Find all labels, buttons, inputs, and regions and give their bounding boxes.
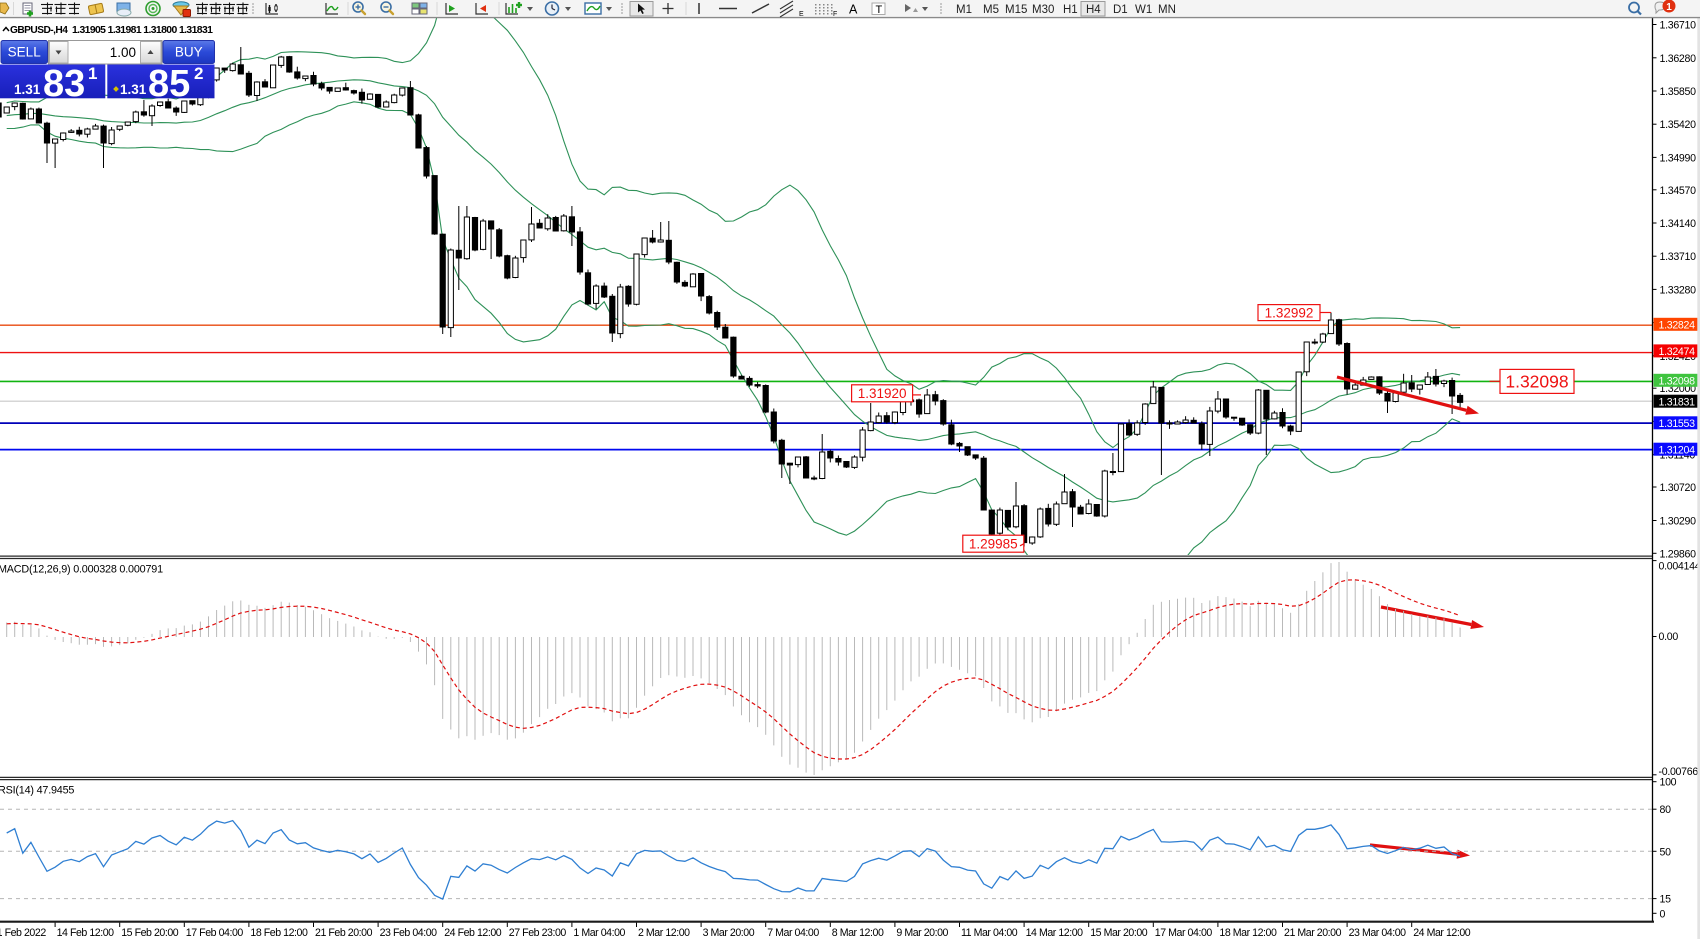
svg-text:50: 50: [1660, 846, 1672, 858]
svg-text:1.30720: 1.30720: [1660, 482, 1697, 494]
svg-text:14 Mar 12:00: 14 Mar 12:00: [1026, 927, 1084, 939]
svg-text:0.004144: 0.004144: [1659, 561, 1700, 573]
svg-text:1.31204: 1.31204: [1659, 444, 1696, 456]
svg-text:1.34570: 1.34570: [1660, 185, 1697, 197]
svg-text:F: F: [833, 11, 837, 18]
svg-text:85: 85: [148, 63, 190, 105]
svg-text:W1: W1: [1135, 4, 1152, 16]
svg-text:1.31920: 1.31920: [858, 386, 907, 401]
svg-text:9 Mar 20:00: 9 Mar 20:00: [896, 927, 948, 939]
svg-text:SELL: SELL: [8, 45, 42, 60]
svg-text:100: 100: [1660, 777, 1677, 789]
svg-text:1.35850: 1.35850: [1660, 86, 1697, 98]
svg-text:M5: M5: [983, 4, 999, 16]
svg-text:15: 15: [1660, 894, 1672, 906]
svg-text:3 Mar 20:00: 3 Mar 20:00: [703, 927, 755, 939]
svg-text:1.32824: 1.32824: [1659, 320, 1696, 332]
svg-text:1.34990: 1.34990: [1660, 152, 1697, 164]
svg-text:BUY: BUY: [175, 45, 203, 60]
svg-text:0.00: 0.00: [1659, 631, 1679, 643]
svg-text:1.34140: 1.34140: [1660, 218, 1697, 230]
svg-text:7 Mar 04:00: 7 Mar 04:00: [767, 927, 819, 939]
svg-text:MN: MN: [1158, 4, 1176, 16]
svg-text:1 Mar 04:00: 1 Mar 04:00: [573, 927, 625, 939]
svg-text:8 Mar 12:00: 8 Mar 12:00: [832, 927, 884, 939]
svg-text:1.36710: 1.36710: [1660, 20, 1697, 32]
svg-text:1.35420: 1.35420: [1660, 119, 1697, 131]
svg-text:1: 1: [1666, 2, 1672, 13]
svg-text:14 Feb 12:00: 14 Feb 12:00: [57, 927, 115, 939]
svg-text:1.31553: 1.31553: [1659, 418, 1696, 430]
svg-text:23 Mar 04:00: 23 Mar 04:00: [1349, 927, 1407, 939]
svg-text:1.31905 1.31981 1.31800 1.3183: 1.31905 1.31981 1.31800 1.31831: [72, 25, 213, 36]
svg-text:80: 80: [1660, 804, 1672, 816]
svg-text:1.31: 1.31: [14, 82, 41, 97]
svg-text:M15: M15: [1005, 4, 1027, 16]
svg-text:RSI(14) 47.9455: RSI(14) 47.9455: [0, 785, 74, 797]
svg-text:1.31831: 1.31831: [1659, 396, 1696, 408]
svg-text:GBPUSD-,H4: GBPUSD-,H4: [10, 25, 68, 36]
svg-text:83: 83: [43, 63, 85, 105]
svg-text:D1: D1: [1113, 4, 1128, 16]
svg-text:-0.007664: -0.007664: [1659, 766, 1700, 778]
svg-text:1.32474: 1.32474: [1659, 346, 1696, 358]
svg-text:H4: H4: [1086, 4, 1101, 16]
svg-text:21 Mar 20:00: 21 Mar 20:00: [1284, 927, 1342, 939]
svg-text:15 Mar 20:00: 15 Mar 20:00: [1090, 927, 1148, 939]
svg-text:A: A: [849, 3, 858, 17]
svg-text:11 Feb 2022: 11 Feb 2022: [0, 927, 46, 939]
svg-text:18 Feb 12:00: 18 Feb 12:00: [250, 927, 308, 939]
svg-text:21 Feb 20:00: 21 Feb 20:00: [315, 927, 373, 939]
svg-text:1.29860: 1.29860: [1660, 548, 1697, 560]
svg-text:MACD(12,26,9) 0.000328 0.00079: MACD(12,26,9) 0.000328 0.000791: [0, 564, 163, 576]
svg-text:2: 2: [194, 64, 203, 83]
svg-text:2 Mar 12:00: 2 Mar 12:00: [638, 927, 690, 939]
svg-text:1.30290: 1.30290: [1660, 516, 1697, 528]
svg-text:M1: M1: [956, 4, 972, 16]
svg-text:1: 1: [88, 64, 97, 83]
svg-text:M30: M30: [1032, 4, 1054, 16]
svg-text:1.32098: 1.32098: [1659, 376, 1696, 388]
svg-text:17 Feb 04:00: 17 Feb 04:00: [186, 927, 244, 939]
svg-text:17 Mar 04:00: 17 Mar 04:00: [1155, 927, 1213, 939]
svg-text:1.31: 1.31: [120, 82, 147, 97]
svg-text:1.32992: 1.32992: [1265, 306, 1314, 321]
svg-text:24 Feb 12:00: 24 Feb 12:00: [444, 927, 502, 939]
svg-text:1.00: 1.00: [110, 45, 136, 60]
svg-text:1.36280: 1.36280: [1660, 53, 1697, 65]
svg-text:1.33280: 1.33280: [1660, 284, 1697, 296]
svg-text:1.33710: 1.33710: [1660, 251, 1697, 263]
svg-text:T: T: [876, 4, 883, 16]
svg-text:15 Feb 20:00: 15 Feb 20:00: [121, 927, 179, 939]
svg-text:H1: H1: [1063, 4, 1078, 16]
svg-text:0: 0: [1660, 908, 1666, 920]
svg-text:1.29985: 1.29985: [969, 537, 1018, 552]
svg-text:18 Mar 12:00: 18 Mar 12:00: [1219, 927, 1277, 939]
svg-text:E: E: [799, 11, 804, 18]
svg-text:27 Feb 23:00: 27 Feb 23:00: [509, 927, 567, 939]
svg-text:24 Mar 12:00: 24 Mar 12:00: [1413, 927, 1471, 939]
svg-text:1.32098: 1.32098: [1505, 372, 1568, 392]
svg-text:11 Mar 04:00: 11 Mar 04:00: [961, 927, 1018, 939]
svg-text:23 Feb 04:00: 23 Feb 04:00: [380, 927, 438, 939]
